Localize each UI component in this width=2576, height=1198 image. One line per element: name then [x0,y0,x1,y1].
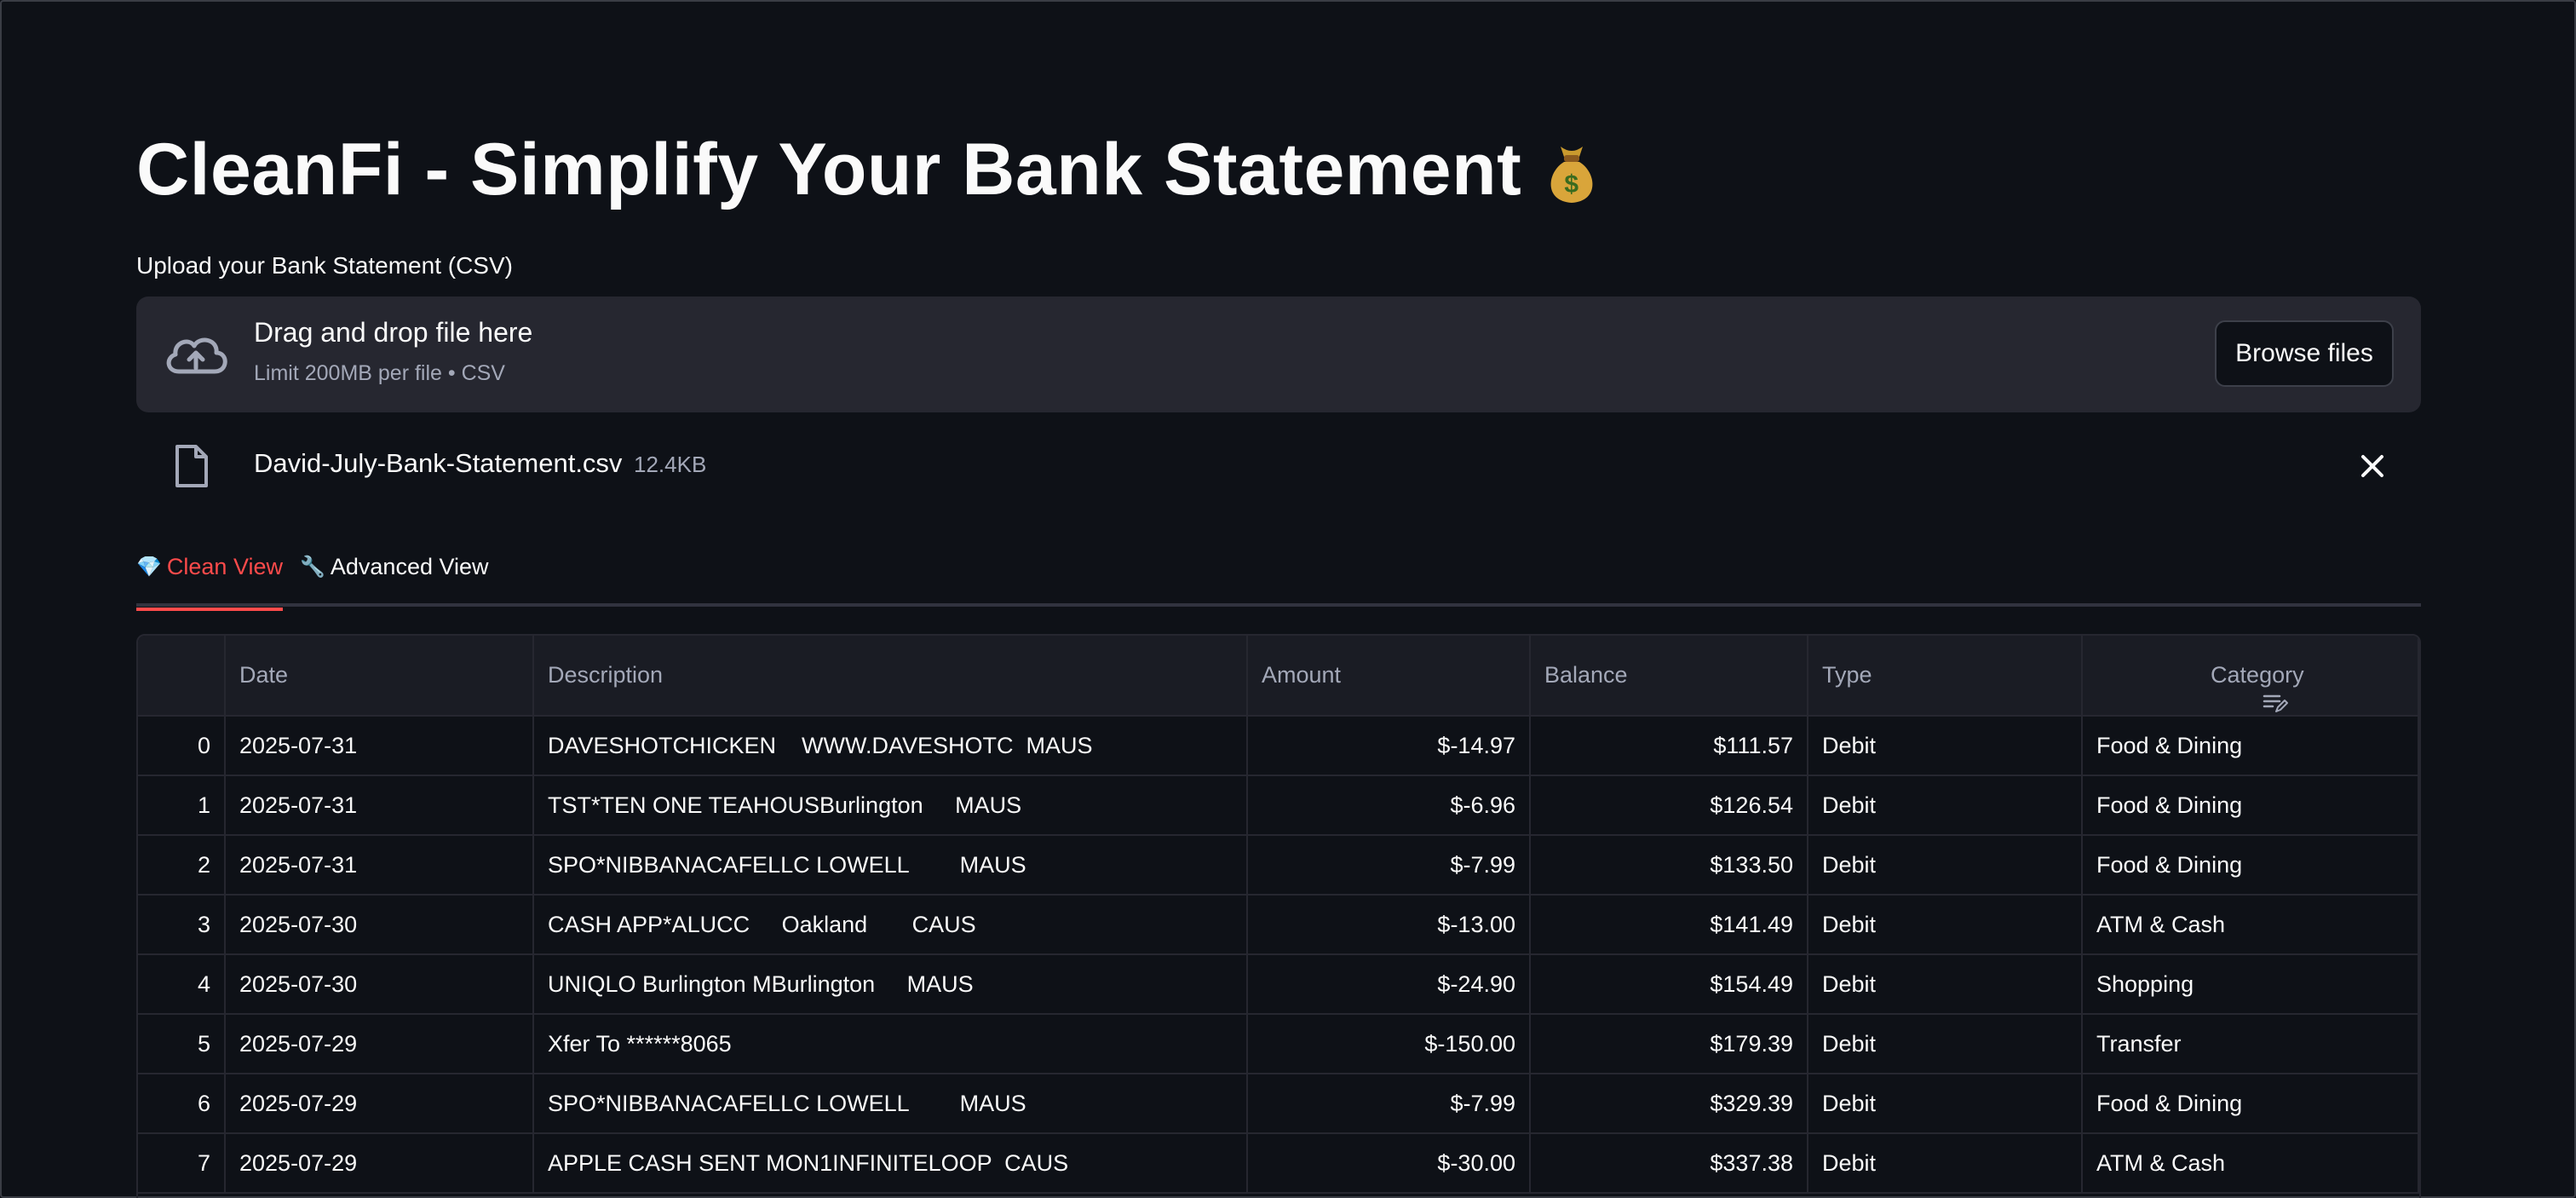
table-row[interactable]: 7 2025-07-29 APPLE CASH SENT MON1INFINITEL… [138,1133,2419,1194]
table-row[interactable]: 4 2025-07-30 UNIQLO Burlington MBurlington… [138,954,2419,1015]
upload-label: Upload your Bank Statement (CSV) [136,252,513,279]
page-title: CleanFi - Simplify Your Bank Statement $ [136,126,1601,214]
view-tabs: 💎 Clean View 🔧 Advanced View [136,542,2421,611]
row-index[interactable]: 1 [138,775,226,836]
cell-type[interactable]: Debit [1808,775,2083,836]
row-index[interactable]: 3 [138,895,226,955]
cell-category[interactable]: Food & Dining [2082,1074,2419,1134]
cell-date[interactable]: 2025-07-30 [225,954,534,1015]
cell-description[interactable]: DAVESHOTCHICKEN WWW.DAVESHOTC MAUS [533,716,1248,776]
row-index[interactable]: 5 [138,1014,226,1074]
cell-amount[interactable]: $-24.90 [1247,954,1531,1015]
uploaded-file-name: David-July-Bank-Statement.csv [254,448,623,478]
cell-date[interactable]: 2025-07-31 [225,835,534,896]
table-row[interactable]: 5 2025-07-29 Xfer To ******8065 $-150.00 $17… [138,1014,2419,1074]
tab-clean-view[interactable]: 💎 Clean View [136,554,283,611]
cell-balance[interactable]: $337.38 [1530,1133,1808,1194]
cell-type[interactable]: Debit [1808,1074,2083,1134]
column-header-index [138,636,226,717]
cell-balance[interactable]: $133.50 [1530,835,1808,896]
cell-amount[interactable]: $-7.99 [1247,835,1531,896]
cell-balance[interactable]: $179.39 [1530,1014,1808,1074]
cell-category[interactable]: Shopping [2082,954,2419,1015]
tab-label: Clean View [166,554,283,579]
cell-category[interactable]: Food & Dining [2082,716,2419,776]
column-header-type[interactable]: Type [1808,636,2083,717]
cell-description[interactable]: CASH APP*ALUCC Oakland CAUS [533,895,1248,955]
cell-category[interactable]: ATM & Cash [2082,1133,2419,1194]
file-icon [174,443,210,489]
row-index[interactable]: 2 [138,835,226,896]
row-index[interactable]: 4 [138,954,226,1015]
cell-date[interactable]: 2025-07-29 [225,1014,534,1074]
cell-category[interactable]: Transfer [2082,1014,2419,1074]
cell-type[interactable]: Debit [1808,716,2083,776]
cell-description[interactable]: APPLE CASH SENT MON1INFINITELOOP CAUS [533,1133,1248,1194]
cell-amount[interactable]: $-150.00 [1247,1014,1531,1074]
cloud-upload-icon [162,329,230,380]
cell-balance[interactable]: $329.39 [1530,1074,1808,1134]
cell-date[interactable]: 2025-07-31 [225,775,534,836]
column-header-category-label: Category [2211,662,2304,688]
cell-balance[interactable]: $126.54 [1530,775,1808,836]
svg-text:$: $ [1565,170,1579,199]
uploaded-file-size: 12.4KB [634,452,707,477]
active-tab-indicator [136,608,283,611]
column-header-amount[interactable]: Amount [1247,636,1531,717]
cell-description[interactable]: SPO*NIBBANACAFELLC LOWELL MAUS [533,1074,1248,1134]
tab-advanced-view[interactable]: 🔧 Advanced View [300,554,489,580]
cell-balance[interactable]: $111.57 [1530,716,1808,776]
cell-amount[interactable]: $-7.99 [1247,1074,1531,1134]
wrench-icon: 🔧 [300,556,325,579]
cell-amount[interactable]: $-6.96 [1247,775,1531,836]
money-bag-icon: $ [1542,135,1601,206]
row-index[interactable]: 6 [138,1074,226,1134]
dropzone-hint: Limit 200MB per file • CSV [254,361,505,385]
editable-list-icon [2173,666,2289,712]
table-row[interactable]: 3 2025-07-30 CASH APP*ALUCC Oakland CAUS $-… [138,895,2419,955]
cell-balance[interactable]: $154.49 [1530,954,1808,1015]
column-header-category[interactable]: Category [2082,636,2419,717]
cell-type[interactable]: Debit [1808,835,2083,896]
uploaded-file-row: David-July-Bank-Statement.csv 12.4KB [136,426,2421,508]
page-title-text: CleanFi - Simplify Your Bank Statement [136,129,1522,210]
table-row[interactable]: 0 2025-07-31 DAVESHOTCHICKEN WWW.DAVESHOTC… [138,716,2419,776]
cell-description[interactable]: SPO*NIBBANACAFELLC LOWELL MAUS [533,835,1248,896]
row-index[interactable]: 7 [138,1133,226,1194]
gem-icon: 💎 [136,556,162,579]
cell-description[interactable]: Xfer To ******8065 [533,1014,1248,1074]
file-dropzone[interactable]: Drag and drop file here Limit 200MB per … [136,297,2421,412]
cell-date[interactable]: 2025-07-29 [225,1133,534,1194]
cell-date[interactable]: 2025-07-30 [225,895,534,955]
cell-type[interactable]: Debit [1808,954,2083,1015]
cell-type[interactable]: Debit [1808,1014,2083,1074]
cell-amount[interactable]: $-13.00 [1247,895,1531,955]
close-icon[interactable] [2358,452,2387,481]
table-row[interactable]: 2 2025-07-31 SPO*NIBBANACAFELLC LOWELL MAU… [138,835,2419,896]
transactions-table[interactable]: Date Description Amount Balance Type Cat… [136,634,2421,1198]
tab-label: Advanced View [330,554,489,579]
column-header-balance[interactable]: Balance [1530,636,1808,717]
cell-date[interactable]: 2025-07-29 [225,1074,534,1134]
column-header-date[interactable]: Date [225,636,534,717]
table-row[interactable]: 1 2025-07-31 TST*TEN ONE TEAHOUSBurlington… [138,775,2419,836]
cell-category[interactable]: Food & Dining [2082,775,2419,836]
cell-type[interactable]: Debit [1808,1133,2083,1194]
cell-date[interactable]: 2025-07-31 [225,716,534,776]
cell-type[interactable]: Debit [1808,895,2083,955]
table-header-row: Date Description Amount Balance Type Cat… [138,636,2419,717]
cell-description[interactable]: UNIQLO Burlington MBurlington MAUS [533,954,1248,1015]
row-index[interactable]: 0 [138,716,226,776]
column-header-description[interactable]: Description [533,636,1248,717]
dropzone-title: Drag and drop file here [254,317,533,348]
tab-divider [136,603,2421,607]
table-row[interactable]: 6 2025-07-29 SPO*NIBBANACAFELLC LOWELL MAU… [138,1074,2419,1134]
cell-amount[interactable]: $-14.97 [1247,716,1531,776]
cell-category[interactable]: Food & Dining [2082,835,2419,896]
cell-balance[interactable]: $141.49 [1530,895,1808,955]
browse-files-button[interactable]: Browse files [2215,320,2394,387]
cell-description[interactable]: TST*TEN ONE TEAHOUSBurlington MAUS [533,775,1248,836]
cell-amount[interactable]: $-30.00 [1247,1133,1531,1194]
cell-category[interactable]: ATM & Cash [2082,895,2419,955]
